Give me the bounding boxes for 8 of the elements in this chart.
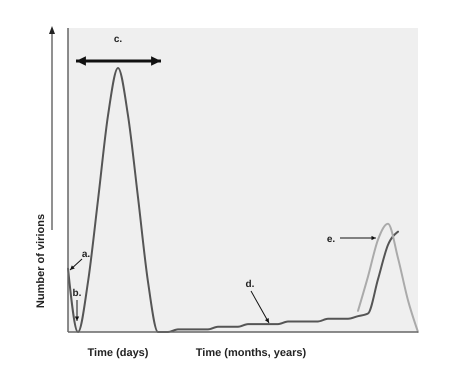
x-axis-title: Time (days)	[88, 347, 149, 359]
annotation: e.	[326, 234, 336, 245]
y-axis-title: Number of virions	[35, 214, 47, 308]
text: Time (months, years)	[196, 347, 307, 359]
text: c.	[114, 34, 122, 45]
annotation: a.	[82, 249, 90, 260]
annotation: d.	[246, 279, 255, 290]
annotation: b.	[72, 288, 82, 299]
